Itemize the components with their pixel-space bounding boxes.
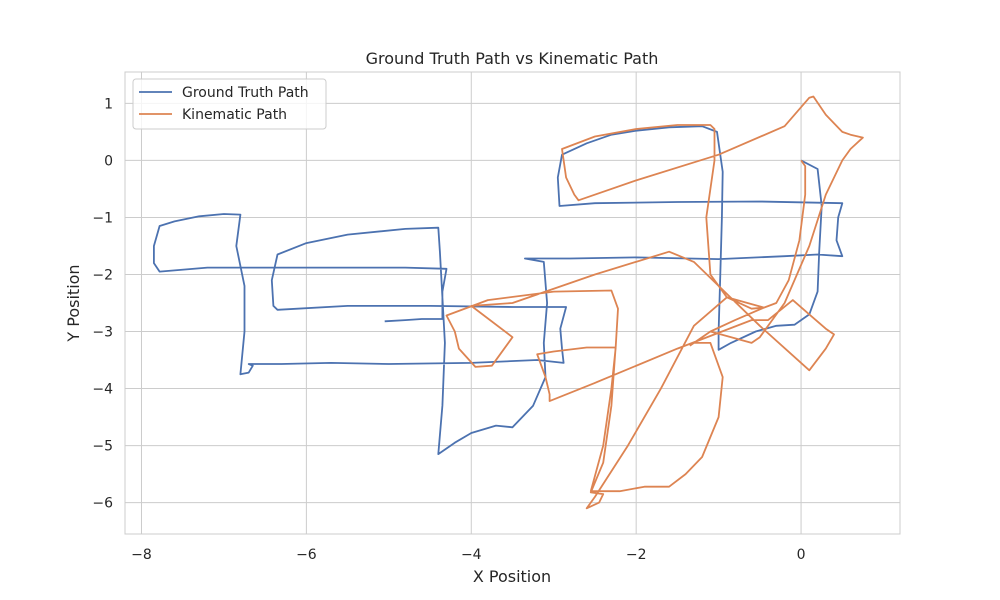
y-tick-label: −5 xyxy=(92,439,113,455)
x-tick-label: −2 xyxy=(626,547,647,563)
legend-label-kinematic: Kinematic Path xyxy=(182,107,287,123)
ticks: −8 −6 −4 −2 0 1 0 −1 −2 −3 −4 −5 −6 xyxy=(92,96,805,563)
series-layer xyxy=(152,95,864,510)
legend-label-ground-truth: Ground Truth Path xyxy=(182,85,309,101)
y-tick-label: −2 xyxy=(92,267,113,283)
x-axis-title: X Position xyxy=(473,567,551,586)
y-tick-label: −1 xyxy=(92,210,113,226)
y-tick-label: 1 xyxy=(104,96,113,112)
x-tick-label: −4 xyxy=(461,547,482,563)
x-tick-label: −6 xyxy=(296,547,317,563)
y-tick-label: 0 xyxy=(104,153,113,169)
legend-box xyxy=(132,78,327,130)
series-line-kinematic xyxy=(445,95,864,510)
y-tick-label: −3 xyxy=(92,325,113,341)
grid xyxy=(125,72,900,534)
x-tick-label: −8 xyxy=(131,547,152,563)
y-tick-label: −6 xyxy=(92,496,113,512)
y-axis-title: Y Position xyxy=(64,264,83,342)
y-tick-label: −4 xyxy=(92,382,113,398)
x-tick-label: 0 xyxy=(797,547,806,563)
series-line-ground-truth xyxy=(152,125,844,456)
chart-title: Ground Truth Path vs Kinematic Path xyxy=(366,49,659,68)
legend: Ground Truth Path Kinematic Path xyxy=(132,78,327,130)
